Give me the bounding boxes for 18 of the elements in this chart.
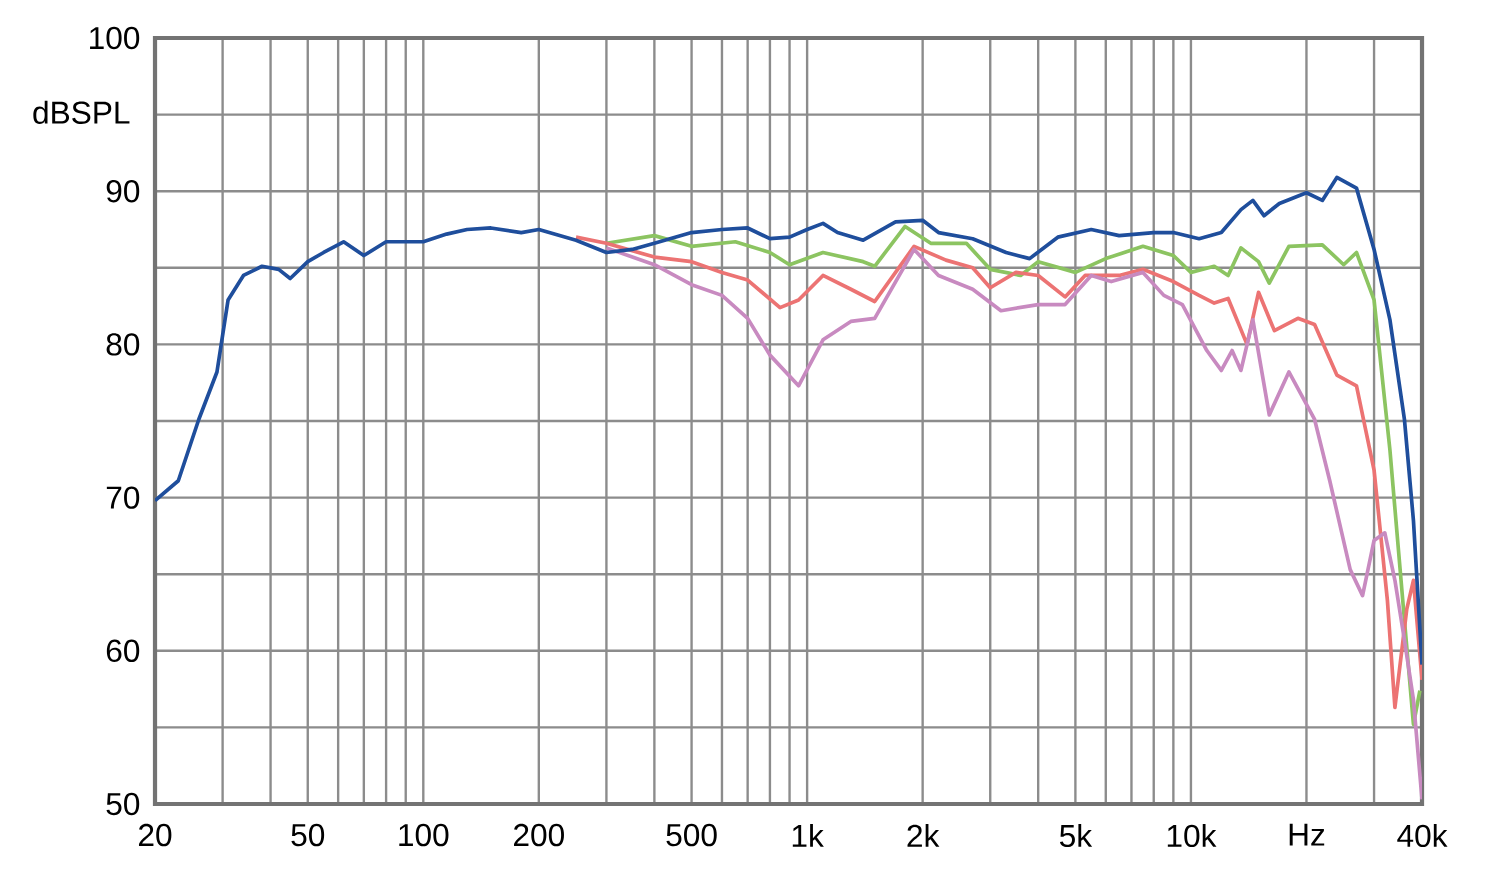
x-tick-label: 5k [1059, 823, 1093, 848]
x-tick-label: 50 [291, 823, 325, 847]
x-tick-label: Hz [1289, 823, 1325, 846]
x-tick-label: 2k [907, 823, 940, 847]
x-tick-label: 100 [399, 823, 449, 847]
y-tick-label: 70 [106, 486, 140, 509]
x-tick-label: 10k [1167, 823, 1217, 848]
y-tick-label: 60 [106, 639, 140, 662]
y-tick-label: 100 [90, 26, 140, 50]
y-axis-title: dBSPL [33, 100, 130, 124]
x-tick-label: 40k [1397, 823, 1448, 848]
y-tick-label: 80 [106, 333, 140, 356]
y-tick-label: 50 [106, 792, 140, 816]
x-tick-label: 20 [138, 823, 172, 847]
x-tick-label: 1k [792, 823, 824, 847]
x-tick-label: 500 [666, 823, 717, 847]
y-tick-label: 90 [106, 180, 140, 203]
x-tick-label: 200 [514, 823, 564, 847]
